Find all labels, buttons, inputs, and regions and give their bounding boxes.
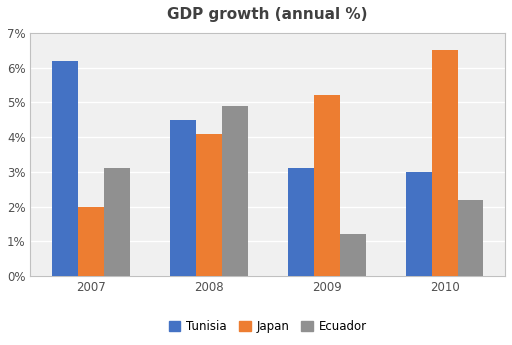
Bar xyxy=(314,95,339,276)
Bar xyxy=(170,120,196,276)
Bar xyxy=(52,61,78,276)
Bar xyxy=(104,168,130,276)
Legend: Tunisia, Japan, Ecuador: Tunisia, Japan, Ecuador xyxy=(164,316,372,338)
Title: GDP growth (annual %): GDP growth (annual %) xyxy=(167,7,368,22)
Bar xyxy=(222,106,248,276)
Bar xyxy=(196,134,222,276)
Bar xyxy=(288,168,314,276)
Bar xyxy=(78,207,104,276)
Bar xyxy=(432,50,458,276)
Bar xyxy=(339,234,366,276)
Bar xyxy=(406,172,432,276)
Bar xyxy=(458,199,483,276)
